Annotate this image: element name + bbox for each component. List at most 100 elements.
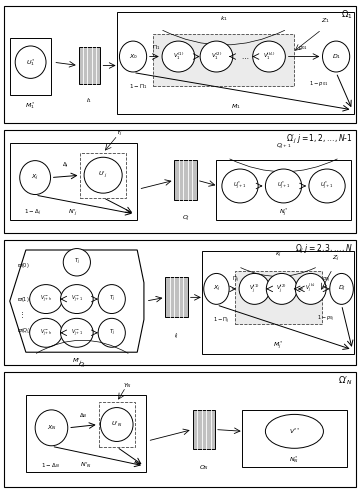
Text: $\Omega_1$: $\Omega_1$ bbox=[341, 8, 352, 20]
Text: $V_j^{(k_j)}$: $V_j^{(k_j)}$ bbox=[305, 282, 316, 296]
Ellipse shape bbox=[265, 169, 302, 203]
FancyBboxPatch shape bbox=[26, 394, 146, 472]
FancyBboxPatch shape bbox=[4, 130, 356, 232]
Text: $Q_j$: $Q_j$ bbox=[78, 360, 86, 371]
Text: $D_1$: $D_1$ bbox=[332, 52, 341, 61]
Ellipse shape bbox=[323, 41, 350, 72]
FancyBboxPatch shape bbox=[10, 38, 51, 96]
Text: $T_j$: $T_j$ bbox=[108, 328, 115, 338]
FancyBboxPatch shape bbox=[234, 272, 322, 324]
Ellipse shape bbox=[266, 274, 297, 304]
FancyBboxPatch shape bbox=[242, 410, 347, 467]
Ellipse shape bbox=[119, 41, 147, 72]
Text: $O_N$: $O_N$ bbox=[199, 464, 209, 472]
FancyBboxPatch shape bbox=[4, 240, 356, 364]
FancyBboxPatch shape bbox=[10, 143, 136, 220]
Text: $I_j$: $I_j$ bbox=[174, 332, 179, 342]
Text: $\Omega'_N$: $\Omega'_N$ bbox=[338, 374, 352, 387]
Bar bbox=[165, 278, 188, 318]
Text: $\vdots$: $\vdots$ bbox=[17, 310, 23, 320]
Text: $T_j$: $T_j$ bbox=[108, 294, 115, 304]
Text: $1-\Pi_1$: $1-\Pi_1$ bbox=[130, 82, 148, 91]
Text: $V^-_{j+1}$: $V^-_{j+1}$ bbox=[71, 328, 83, 338]
Text: $M'_j$: $M'_j$ bbox=[72, 357, 82, 368]
Text: $N^*_j$: $N^*_j$ bbox=[278, 206, 289, 218]
FancyBboxPatch shape bbox=[4, 6, 356, 123]
Text: $1-p_{0j}$: $1-p_{0j}$ bbox=[317, 314, 334, 324]
Text: $V^{**}$: $V^{**}$ bbox=[289, 426, 300, 436]
Text: $1-p_{01}$: $1-p_{01}$ bbox=[309, 80, 329, 88]
Text: $U^*_{j+1}$: $U^*_{j+1}$ bbox=[320, 180, 334, 192]
Ellipse shape bbox=[162, 41, 195, 72]
Text: $\Delta_N$: $\Delta_N$ bbox=[79, 411, 88, 420]
Ellipse shape bbox=[20, 160, 51, 194]
Text: $M_1^*$: $M_1^*$ bbox=[25, 100, 36, 111]
Text: $D_j$: $D_j$ bbox=[337, 284, 345, 294]
Text: $p_{01}$: $p_{01}$ bbox=[297, 44, 308, 52]
Bar bbox=[193, 410, 215, 450]
Text: $\Pi_1$: $\Pi_1$ bbox=[151, 43, 160, 52]
FancyBboxPatch shape bbox=[202, 252, 354, 354]
Text: $Y_j$: $Y_j$ bbox=[116, 128, 123, 139]
Text: $V^-_{j+h}$: $V^-_{j+h}$ bbox=[40, 328, 52, 338]
Text: $X_j$: $X_j$ bbox=[213, 284, 220, 294]
Text: $X_j$: $X_j$ bbox=[31, 172, 39, 182]
Ellipse shape bbox=[35, 410, 68, 446]
Ellipse shape bbox=[15, 46, 46, 78]
Text: $1-\Delta_j$: $1-\Delta_j$ bbox=[24, 208, 41, 218]
Ellipse shape bbox=[265, 414, 324, 448]
FancyBboxPatch shape bbox=[80, 153, 126, 198]
Text: $k_1$: $k_1$ bbox=[220, 14, 228, 23]
Text: $\varpi(0)$: $\varpi(0)$ bbox=[17, 261, 29, 270]
Text: $V^-_{j+1}$: $V^-_{j+1}$ bbox=[71, 294, 83, 304]
Ellipse shape bbox=[60, 318, 93, 348]
Text: $Y_N$: $Y_N$ bbox=[123, 381, 132, 390]
FancyBboxPatch shape bbox=[99, 402, 135, 447]
Text: $U_1^*$: $U_1^*$ bbox=[26, 57, 36, 68]
Text: $1-\Delta_N$: $1-\Delta_N$ bbox=[40, 461, 59, 469]
FancyBboxPatch shape bbox=[217, 160, 351, 220]
Text: $k_j$: $k_j$ bbox=[275, 250, 281, 260]
Text: $X_N$: $X_N$ bbox=[47, 424, 56, 432]
Text: $N'_N$: $N'_N$ bbox=[80, 460, 92, 470]
Text: $O_j$: $O_j$ bbox=[182, 214, 190, 224]
Ellipse shape bbox=[330, 274, 353, 304]
Text: $N'_j$: $N'_j$ bbox=[68, 208, 78, 218]
Bar bbox=[174, 160, 197, 200]
Ellipse shape bbox=[60, 284, 93, 314]
Text: $I_1$: $I_1$ bbox=[86, 96, 93, 105]
Text: $\cdots$: $\cdots$ bbox=[241, 54, 250, 60]
Ellipse shape bbox=[30, 318, 62, 348]
Text: $M_1$: $M_1$ bbox=[231, 102, 240, 112]
Text: $N^*_N$: $N^*_N$ bbox=[289, 454, 300, 466]
Text: $M^*_j$: $M^*_j$ bbox=[273, 340, 284, 351]
Ellipse shape bbox=[100, 408, 133, 442]
Text: $Q_{j+1}$: $Q_{j+1}$ bbox=[276, 142, 292, 152]
Text: $V_1^{(1)}$: $V_1^{(1)}$ bbox=[173, 51, 184, 62]
Text: $U'_N$: $U'_N$ bbox=[111, 420, 123, 430]
Ellipse shape bbox=[98, 318, 125, 348]
Text: $V_1^{(k_1)}$: $V_1^{(k_1)}$ bbox=[263, 51, 275, 62]
Ellipse shape bbox=[63, 248, 90, 276]
Text: $\Omega_j\; j=2,3,\ldots,N$: $\Omega_j\; j=2,3,\ldots,N$ bbox=[295, 242, 352, 256]
Ellipse shape bbox=[295, 274, 326, 304]
FancyBboxPatch shape bbox=[117, 12, 354, 114]
Text: $p_{0j}$: $p_{0j}$ bbox=[322, 276, 331, 284]
Text: $1-\Pi_j$: $1-\Pi_j$ bbox=[213, 316, 230, 326]
Ellipse shape bbox=[98, 284, 125, 314]
Ellipse shape bbox=[84, 158, 122, 193]
Text: $U^*_{j+1}$: $U^*_{j+1}$ bbox=[233, 180, 247, 192]
Ellipse shape bbox=[239, 274, 270, 304]
Polygon shape bbox=[10, 250, 144, 352]
Text: $U^*_{j+1}$: $U^*_{j+1}$ bbox=[277, 180, 290, 192]
Ellipse shape bbox=[309, 169, 345, 203]
Text: $\Omega'_j\; j=1,2,\ldots,N\text{-}1$: $\Omega'_j\; j=1,2,\ldots,N\text{-}1$ bbox=[286, 133, 352, 146]
Ellipse shape bbox=[222, 169, 258, 203]
FancyBboxPatch shape bbox=[4, 372, 356, 487]
Bar bbox=[79, 47, 100, 84]
Text: $Z_1$: $Z_1$ bbox=[321, 16, 330, 25]
Text: $\Delta_j$: $\Delta_j$ bbox=[62, 161, 69, 172]
Ellipse shape bbox=[204, 274, 229, 304]
Text: $V^-_{j+h}$: $V^-_{j+h}$ bbox=[40, 294, 52, 304]
Text: $Z_j$: $Z_j$ bbox=[332, 254, 340, 264]
